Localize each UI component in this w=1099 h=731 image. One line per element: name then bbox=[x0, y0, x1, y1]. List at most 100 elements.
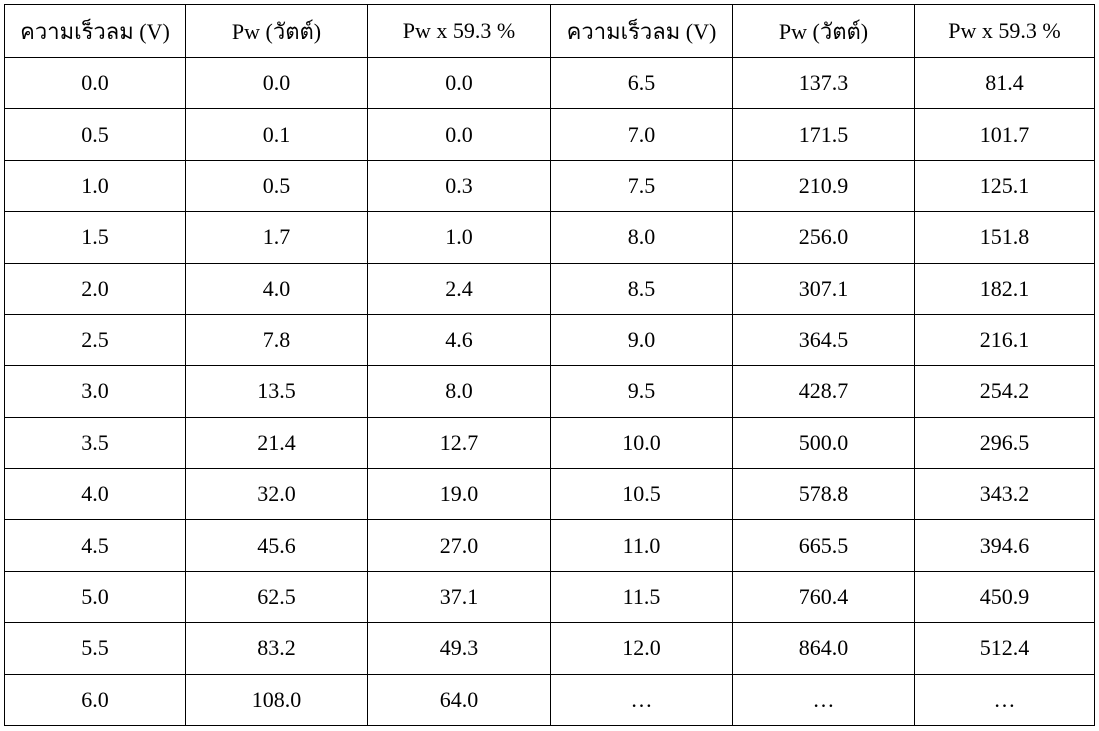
data-cell: 450.9 bbox=[914, 570, 1095, 624]
data-cell: 3.0 bbox=[4, 365, 186, 418]
data-cell: 5.0 bbox=[4, 570, 186, 624]
data-row: 0.5 0.1 0.0 7.0 171.5 101.7 bbox=[4, 108, 1095, 161]
header-cell: ความเร็วลม (V) bbox=[4, 4, 186, 58]
data-cell: 4.6 bbox=[367, 313, 551, 367]
data-row: 5.5 83.2 49.3 12.0 864.0 512.4 bbox=[4, 622, 1095, 675]
data-cell: 4.0 bbox=[185, 262, 368, 315]
data-cell: 343.2 bbox=[914, 467, 1095, 521]
table-body: ความเร็วลม (V) Pw (วัตต์) Pw x 59.3 % ความเ… bbox=[4, 4, 1095, 726]
data-cell: 108.0 bbox=[185, 673, 368, 726]
data-cell: 1.5 bbox=[4, 211, 186, 264]
data-row: 4.5 45.6 27.0 11.0 665.5 394.6 bbox=[4, 519, 1095, 572]
data-row: 1.5 1.7 1.0 8.0 256.0 151.8 bbox=[4, 211, 1095, 264]
data-cell: 182.1 bbox=[914, 262, 1095, 315]
data-cell: 32.0 bbox=[185, 467, 368, 521]
data-cell: 13.5 bbox=[185, 365, 368, 418]
data-row: 3.5 21.4 12.7 10.0 500.0 296.5 bbox=[4, 416, 1095, 470]
header-cell: ความเร็วลม (V) bbox=[550, 4, 733, 58]
data-cell: 9.0 bbox=[550, 313, 733, 367]
data-cell: 6.5 bbox=[550, 56, 733, 110]
data-row: 5.0 62.5 37.1 11.5 760.4 450.9 bbox=[4, 570, 1095, 624]
data-cell: 0.0 bbox=[367, 108, 551, 161]
data-cell: 0.5 bbox=[4, 108, 186, 161]
data-cell: 864.0 bbox=[732, 622, 915, 675]
data-cell: 8.0 bbox=[367, 365, 551, 418]
header-cell: Pw x 59.3 % bbox=[367, 4, 551, 58]
data-cell: 760.4 bbox=[732, 570, 915, 624]
data-cell: 49.3 bbox=[367, 622, 551, 675]
data-cell: 394.6 bbox=[914, 519, 1095, 572]
header-row: ความเร็วลม (V) Pw (วัตต์) Pw x 59.3 % ความเ… bbox=[4, 4, 1095, 58]
data-cell: 37.1 bbox=[367, 570, 551, 624]
data-cell: 2.4 bbox=[367, 262, 551, 315]
data-cell: 8.0 bbox=[550, 211, 733, 264]
data-cell: 19.0 bbox=[367, 467, 551, 521]
data-cell: 665.5 bbox=[732, 519, 915, 572]
data-cell: 8.5 bbox=[550, 262, 733, 315]
data-cell: 0.3 bbox=[367, 159, 551, 213]
data-row: 2.0 4.0 2.4 8.5 307.1 182.1 bbox=[4, 262, 1095, 315]
data-row: 2.5 7.8 4.6 9.0 364.5 216.1 bbox=[4, 313, 1095, 367]
data-cell: 5.5 bbox=[4, 622, 186, 675]
data-cell: 254.2 bbox=[914, 365, 1095, 418]
data-cell: 7.0 bbox=[550, 108, 733, 161]
header-cell: Pw (วัตต์) bbox=[185, 4, 368, 58]
data-cell: 428.7 bbox=[732, 365, 915, 418]
data-cell: 27.0 bbox=[367, 519, 551, 572]
data-cell: … bbox=[732, 673, 915, 726]
data-cell: 6.0 bbox=[4, 673, 186, 726]
data-cell: 11.0 bbox=[550, 519, 733, 572]
data-cell: 4.5 bbox=[4, 519, 186, 572]
data-table: ความเร็วลม (V) Pw (วัตต์) Pw x 59.3 % ความเ… bbox=[4, 4, 1095, 726]
data-cell: 7.8 bbox=[185, 313, 368, 367]
data-cell: 10.5 bbox=[550, 467, 733, 521]
header-cell: Pw (วัตต์) bbox=[732, 4, 915, 58]
data-cell: 307.1 bbox=[732, 262, 915, 315]
data-cell: 2.5 bbox=[4, 313, 186, 367]
data-cell: 64.0 bbox=[367, 673, 551, 726]
data-cell: 4.0 bbox=[4, 467, 186, 521]
data-cell: 0.0 bbox=[4, 56, 186, 110]
data-cell: 83.2 bbox=[185, 622, 368, 675]
data-cell: 3.5 bbox=[4, 416, 186, 470]
data-cell: 216.1 bbox=[914, 313, 1095, 367]
data-cell: 512.4 bbox=[914, 622, 1095, 675]
data-cell: 364.5 bbox=[732, 313, 915, 367]
data-cell: 7.5 bbox=[550, 159, 733, 213]
data-row: 1.0 0.5 0.3 7.5 210.9 125.1 bbox=[4, 159, 1095, 213]
data-cell: 10.0 bbox=[550, 416, 733, 470]
data-cell: 9.5 bbox=[550, 365, 733, 418]
data-cell: 210.9 bbox=[732, 159, 915, 213]
data-cell: 11.5 bbox=[550, 570, 733, 624]
data-cell: 171.5 bbox=[732, 108, 915, 161]
data-cell: 137.3 bbox=[732, 56, 915, 110]
data-cell: 296.5 bbox=[914, 416, 1095, 470]
data-cell: 0.0 bbox=[185, 56, 368, 110]
data-cell: 12.7 bbox=[367, 416, 551, 470]
data-cell: 81.4 bbox=[914, 56, 1095, 110]
data-cell: 125.1 bbox=[914, 159, 1095, 213]
data-cell: 1.0 bbox=[4, 159, 186, 213]
data-row: 6.0 108.0 64.0……… bbox=[4, 673, 1095, 726]
data-cell: 500.0 bbox=[732, 416, 915, 470]
data-row: 4.0 32.0 19.0 10.5 578.8 343.2 bbox=[4, 467, 1095, 521]
data-row: 0.0 0.0 0.0 6.5 137.3 81.4 bbox=[4, 56, 1095, 110]
data-cell: 1.0 bbox=[367, 211, 551, 264]
data-cell: 1.7 bbox=[185, 211, 368, 264]
data-cell: 12.0 bbox=[550, 622, 733, 675]
data-cell: 62.5 bbox=[185, 570, 368, 624]
data-cell: 0.1 bbox=[185, 108, 368, 161]
data-cell: 101.7 bbox=[914, 108, 1095, 161]
data-cell: 21.4 bbox=[185, 416, 368, 470]
data-cell: 0.0 bbox=[367, 56, 551, 110]
data-cell: 2.0 bbox=[4, 262, 186, 315]
data-cell: 45.6 bbox=[185, 519, 368, 572]
data-cell: 256.0 bbox=[732, 211, 915, 264]
data-row: 3.0 13.5 8.0 9.5 428.7 254.2 bbox=[4, 365, 1095, 418]
data-cell: … bbox=[914, 673, 1095, 726]
data-cell: 578.8 bbox=[732, 467, 915, 521]
data-cell: … bbox=[550, 673, 733, 726]
header-cell: Pw x 59.3 % bbox=[914, 4, 1095, 58]
data-cell: 0.5 bbox=[185, 159, 368, 213]
